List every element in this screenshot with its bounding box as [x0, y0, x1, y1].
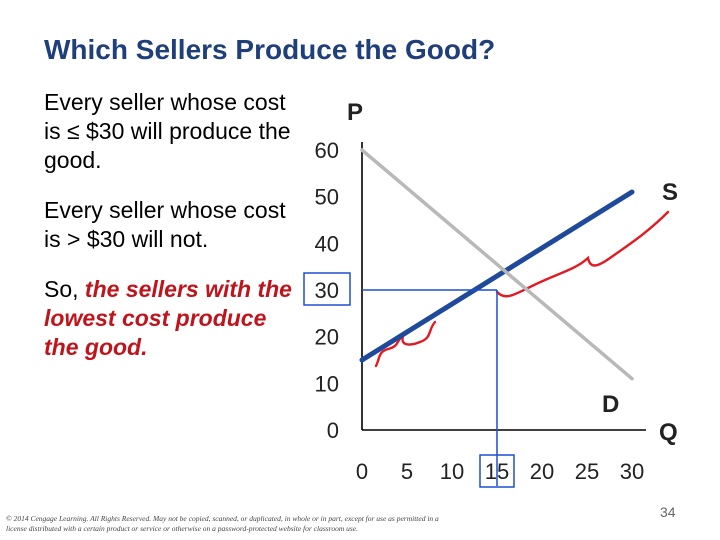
y-tick-label: 60 [315, 138, 339, 163]
chart-curves [359, 148, 635, 381]
y-tick-label: 30 [315, 278, 339, 303]
y-tick-highlight-box [303, 272, 351, 306]
demand-label: D [602, 391, 619, 418]
y-tick-label: 20 [315, 325, 339, 350]
x-tick-highlight-box [479, 454, 515, 488]
chart-labels: P Q S D [347, 99, 678, 446]
conclusion-prefix: So, [44, 276, 85, 302]
supply-label: S [662, 179, 678, 206]
x-tick-label: 25 [575, 459, 599, 484]
paragraph-not-produce: Every seller whose cost is > $30 will no… [44, 197, 286, 252]
y-axis-label: P [347, 99, 363, 126]
demand-curve [360, 148, 634, 381]
y-tick-labels: 0 10 20 30 40 50 60 [303, 138, 351, 443]
copyright-notice: © 2014 Cengage Learning. All Rights Rese… [6, 514, 439, 533]
supply-curve [359, 189, 635, 363]
x-tick-label: 30 [620, 459, 644, 484]
x-tick-label: 15 [485, 459, 509, 484]
y-tick-label: 40 [315, 231, 339, 256]
x-tick-label: 10 [440, 459, 464, 484]
x-tick-label: 20 [530, 459, 554, 484]
x-tick-labels: 0 5 10 15 20 25 30 [356, 454, 644, 488]
chart-guides [362, 289, 498, 486]
page-number: 34 [660, 504, 676, 520]
conclusion-emphasis: the sellers with the lowest cost produce… [44, 276, 292, 360]
chart-axes [361, 142, 646, 431]
y-tick-label: 50 [315, 185, 339, 210]
y-tick-label: 0 [327, 418, 339, 443]
slide-title: Which Sellers Produce the Good? [44, 34, 496, 65]
paragraph-produce: Every seller whose cost is ≤ $30 will pr… [44, 89, 291, 173]
x-axis-label: Q [659, 419, 678, 446]
x-tick-label: 0 [356, 459, 368, 484]
brace-high-cost [495, 210, 670, 298]
y-tick-label: 10 [315, 371, 339, 396]
paragraph-conclusion: So, the sellers with the lowest cost pro… [44, 275, 294, 362]
x-tick-label: 5 [401, 459, 413, 484]
